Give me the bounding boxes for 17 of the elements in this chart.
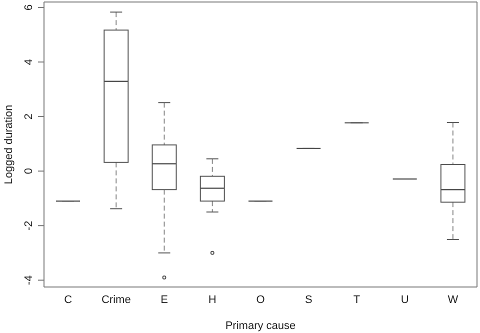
x-tick-label: S [304, 294, 312, 306]
x-tick-label: C [64, 294, 72, 306]
x-tick-label: O [256, 294, 266, 306]
y-tick-label: 6 [23, 4, 35, 11]
x-tick-label: H [208, 294, 216, 306]
x-tick-label: T [353, 294, 360, 306]
x-tick-label: Crime [101, 294, 131, 306]
y-tick-label: 0 [23, 168, 35, 174]
y-tick-label: 4 [23, 58, 35, 66]
x-axis-title: Primary cause [225, 320, 296, 332]
x-tick-label: E [160, 294, 168, 306]
x-tick-label: W [448, 294, 459, 306]
y-tick-label: -2 [23, 220, 35, 231]
y-axis-title: Logged duration [2, 104, 15, 184]
y-tick-label: -4 [23, 275, 35, 286]
x-tick-label: U [400, 294, 409, 306]
y-tick-label: 2 [23, 113, 35, 120]
